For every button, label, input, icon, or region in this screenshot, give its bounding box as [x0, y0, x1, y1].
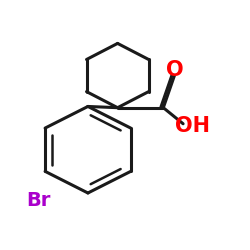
Text: O: O — [166, 60, 183, 80]
Text: Br: Br — [26, 191, 51, 210]
Text: OH: OH — [175, 116, 210, 136]
